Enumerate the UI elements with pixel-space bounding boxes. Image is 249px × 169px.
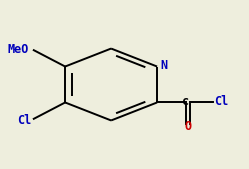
Text: N: N: [160, 59, 167, 72]
Text: Cl: Cl: [17, 114, 31, 127]
Text: c: c: [183, 95, 189, 108]
Text: Cl: Cl: [214, 95, 228, 108]
Text: O: O: [185, 120, 191, 133]
Text: MeO: MeO: [7, 43, 29, 56]
